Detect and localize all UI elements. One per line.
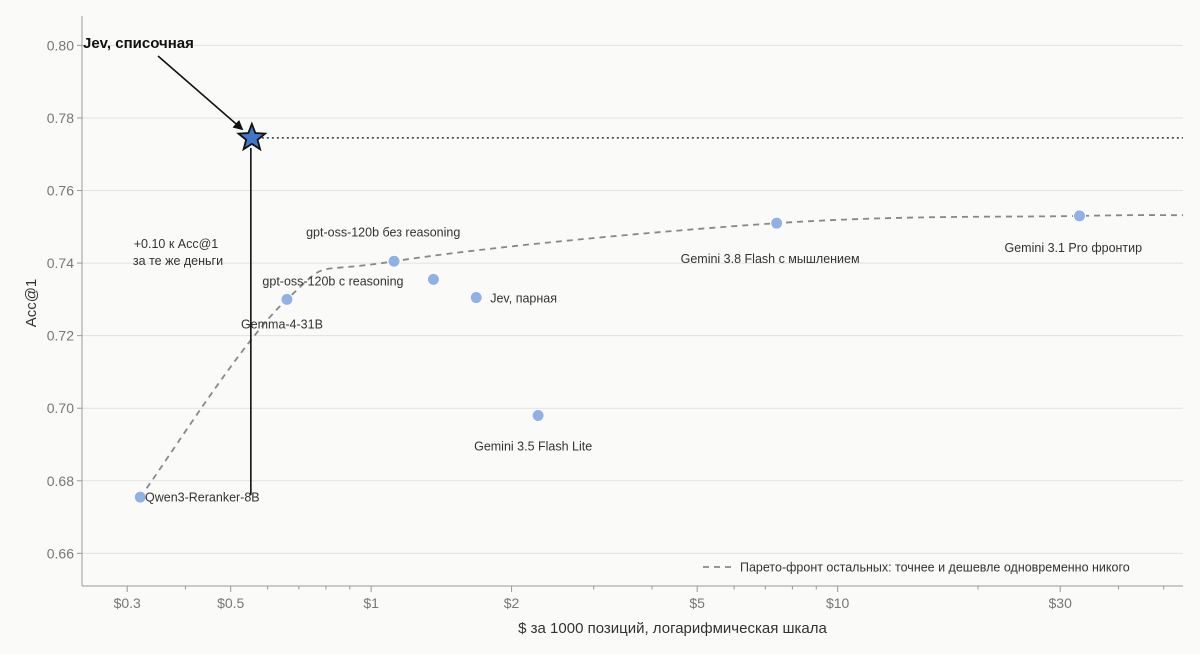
data-point (1073, 209, 1087, 223)
legend-label: Парето-фронт остальных: точнее и дешевле… (740, 561, 1130, 575)
grid (82, 44, 1183, 554)
data-point (133, 490, 147, 504)
y-tick-label: 0.70 (47, 400, 74, 416)
data-point-label: Gemini 3.8 Flash с мышлением (681, 252, 860, 266)
y-tick-label: 0.72 (47, 328, 74, 344)
x-tick-label: $1 (363, 595, 379, 611)
y-tick-label: 0.74 (47, 255, 74, 271)
x-axis-label: $ за 1000 позиций, логарифмическая шкала (518, 620, 827, 637)
x-tick-label: $0.3 (114, 595, 141, 611)
pareto-front-line (139, 214, 1184, 498)
axes: 0.66 0.68 0.70 0.72 0.74 0.76 0.78 0.80 $0.3 $0.5… (23, 16, 1183, 637)
data-point-label: Gemini 3.5 Flash Lite (474, 439, 592, 453)
x-tick-label: $10 (826, 595, 850, 611)
data-point (280, 292, 294, 306)
data-point-label: gpt-oss-120b с reasoning (262, 274, 403, 288)
data-point (426, 272, 440, 286)
data-point-label: Gemini 3.1 Pro фронтир (1005, 241, 1143, 255)
x-tick-label: $0.5 (217, 595, 244, 611)
y-tick-label: 0.80 (47, 37, 74, 53)
annotation-line-1: +0.10 к Acc@1 (134, 237, 219, 251)
data-points: Qwen3-Reranker-8B Gemma-4-31B gpt-oss-120b… (133, 121, 1143, 505)
y-tick-label: 0.68 (47, 473, 74, 489)
x-tick-label: $2 (504, 595, 520, 611)
data-point (770, 216, 784, 230)
data-point-label: Gemma-4-31B (241, 317, 323, 331)
data-point (387, 254, 401, 268)
highlight-star (236, 121, 268, 152)
highlight-arrow (157, 55, 244, 131)
data-point-label: gpt-oss-120b без reasoning (306, 225, 460, 239)
data-point (469, 291, 483, 305)
annotation-line-2: за те же деньги (133, 254, 223, 268)
highlight-label: Jev, списочная (83, 35, 194, 52)
x-tick-label: $5 (689, 595, 705, 611)
annotations: +0.10 к Acc@1 за те же деньги Jev, списочн… (83, 35, 1183, 496)
x-tick-label: $30 (1049, 595, 1073, 611)
y-tick-label: 0.76 (47, 183, 74, 199)
y-axis-label: Acc@1 (23, 279, 40, 328)
y-tick-label: 0.66 (47, 545, 74, 561)
data-point-label: Jev, парная (490, 292, 557, 306)
y-tick-label: 0.78 (47, 110, 74, 126)
data-point (531, 408, 545, 422)
data-point-label: Qwen3-Reranker-8B (145, 491, 260, 505)
legend: Парето-фронт остальных: точнее и дешевле… (703, 561, 1130, 575)
pareto-front (139, 214, 1184, 498)
